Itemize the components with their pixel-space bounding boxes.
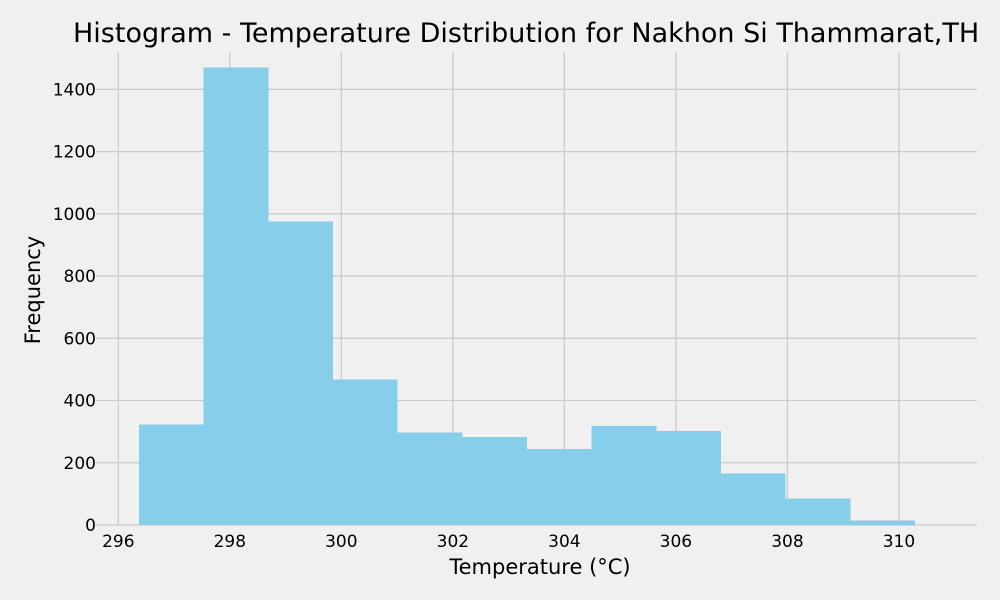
y-tick-label: 800 <box>64 267 96 287</box>
y-tick-label: 1400 <box>53 80 96 100</box>
y-tick-label: 400 <box>64 392 96 412</box>
x-tick-label: 298 <box>214 532 246 552</box>
x-tick-label: 308 <box>771 532 803 552</box>
x-tick-label: 302 <box>437 532 469 552</box>
x-tick-labels: 296 298 300 302 304 306 308 310 <box>102 532 915 552</box>
histogram-bar <box>462 437 528 525</box>
x-tick-label: 296 <box>102 532 134 552</box>
y-tick-label: 200 <box>64 454 96 474</box>
chart-title: Histogram - Temperature Distribution for… <box>73 18 979 49</box>
x-tick-label: 310 <box>883 532 915 552</box>
histogram-bar <box>203 67 269 526</box>
x-axis-label: Temperature (°C) <box>448 555 630 579</box>
x-tick-label: 304 <box>548 532 580 552</box>
histogram-bar <box>527 449 592 525</box>
histogram-bar <box>268 221 333 525</box>
histogram-bar <box>785 498 851 525</box>
y-tick-label: 1000 <box>53 205 96 225</box>
y-tick-label: 1200 <box>53 143 96 163</box>
y-axis-label: Frequency <box>21 236 45 345</box>
histogram-bar <box>850 520 916 525</box>
x-tick-label: 300 <box>325 532 357 552</box>
histogram-bar <box>591 426 657 525</box>
y-tick-label: 600 <box>64 329 96 349</box>
y-tick-labels: 0 200 400 600 800 1000 1200 1400 <box>53 80 96 536</box>
histogram-bar <box>721 473 786 525</box>
histogram-bar <box>138 424 204 525</box>
bars-layer <box>138 67 916 526</box>
histogram-bar <box>332 379 398 525</box>
histogram-bar <box>397 432 463 525</box>
y-tick-label: 0 <box>85 516 96 536</box>
x-tick-label: 306 <box>660 532 692 552</box>
histogram-bar <box>656 431 722 525</box>
